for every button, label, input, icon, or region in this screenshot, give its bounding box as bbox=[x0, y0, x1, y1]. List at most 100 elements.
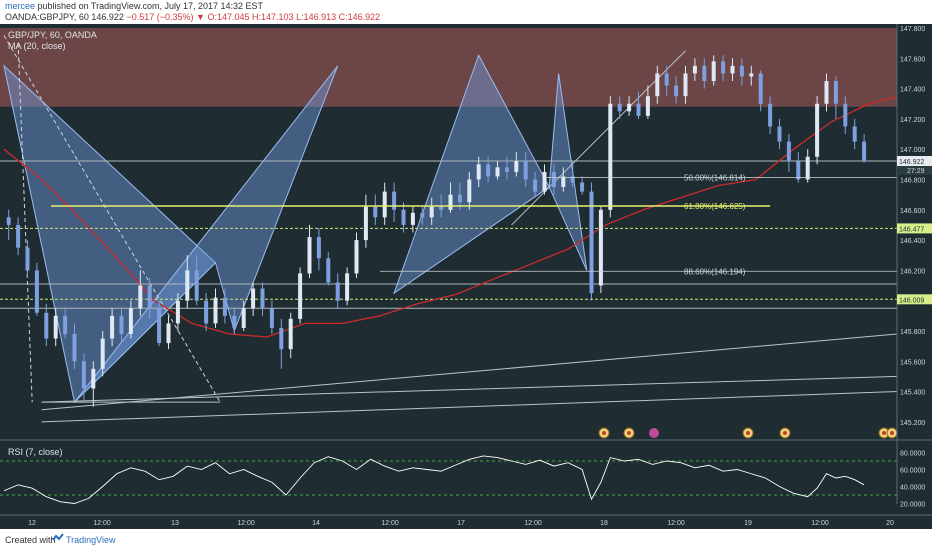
chart-background bbox=[0, 24, 932, 529]
price-tick-label: 146.600 bbox=[900, 208, 925, 215]
ohlc-open: O:147.045 bbox=[207, 12, 250, 22]
price-tick-label: 147.000 bbox=[900, 147, 925, 154]
price-tick-label: 146.400 bbox=[900, 238, 925, 245]
candle-body bbox=[692, 65, 697, 74]
candle-body bbox=[326, 258, 331, 283]
candle-body bbox=[232, 315, 237, 328]
price-tick-label: 147.600 bbox=[900, 56, 925, 63]
candle-body bbox=[401, 209, 406, 225]
candle-body bbox=[25, 247, 30, 271]
price-tick-label: 145.400 bbox=[900, 390, 925, 397]
candle-body bbox=[34, 270, 39, 313]
candle-body bbox=[363, 206, 368, 241]
countdown-tag bbox=[897, 166, 932, 176]
legend-rsi: RSI (7, close) bbox=[8, 447, 63, 457]
time-tick-label: 12:00 bbox=[811, 520, 829, 527]
created-with-text: Created with bbox=[5, 535, 56, 545]
candle-body bbox=[702, 65, 707, 82]
candle-body bbox=[16, 224, 21, 248]
time-tick-label: 14 bbox=[312, 520, 320, 527]
candle-body bbox=[138, 285, 143, 309]
candle-body bbox=[147, 285, 152, 309]
event-marker-dot-icon bbox=[890, 431, 894, 435]
candle-body bbox=[439, 206, 444, 210]
candle-body bbox=[44, 312, 49, 339]
candle-body bbox=[251, 288, 256, 309]
rsi-tick-label: 60.0000 bbox=[900, 468, 925, 475]
symbol-label: OANDA:GBPJPY, 60 bbox=[5, 12, 89, 22]
candle-body bbox=[222, 297, 227, 316]
chart-footer: Created with TradingView bbox=[0, 529, 932, 550]
candle-body bbox=[608, 103, 613, 210]
candle-body bbox=[533, 179, 538, 192]
event-marker-dot-icon bbox=[627, 431, 631, 435]
candle-body bbox=[570, 176, 575, 183]
candle-body bbox=[72, 333, 77, 362]
price-tick-label: 147.400 bbox=[900, 87, 925, 94]
rsi-tick-label: 20.0000 bbox=[900, 502, 925, 509]
candle-body bbox=[166, 323, 171, 344]
candle-body bbox=[335, 282, 340, 301]
tradingview-link[interactable]: TradingView bbox=[66, 535, 116, 545]
time-tick-label: 13 bbox=[171, 520, 179, 527]
candle-body bbox=[81, 361, 86, 389]
author-link[interactable]: mercee bbox=[5, 1, 36, 11]
candle-body bbox=[862, 141, 867, 162]
price-tick-label: 147.800 bbox=[900, 26, 925, 33]
candle-body bbox=[730, 65, 735, 74]
candle-body bbox=[551, 171, 556, 188]
price-tag bbox=[897, 156, 932, 167]
candle-body bbox=[843, 103, 848, 127]
price-tick-label: 147.200 bbox=[900, 117, 925, 124]
candle-body bbox=[495, 167, 500, 177]
candle-body bbox=[204, 300, 209, 324]
candle-body bbox=[6, 217, 11, 225]
candle-body bbox=[420, 212, 425, 218]
candle-body bbox=[758, 73, 763, 104]
candle-body bbox=[345, 273, 350, 301]
time-tick-label: 17 bbox=[457, 520, 465, 527]
time-tick-label: 20 bbox=[886, 520, 894, 527]
supply-zone bbox=[0, 28, 897, 107]
price-change: −0.517 (−0.35%) bbox=[126, 12, 194, 22]
price-tag bbox=[897, 223, 932, 234]
candle-body bbox=[382, 191, 387, 218]
candle-body bbox=[833, 81, 838, 104]
event-marker-dot-icon bbox=[602, 431, 606, 435]
candle-body bbox=[598, 209, 603, 286]
candle-body bbox=[636, 103, 641, 116]
candle-body bbox=[523, 161, 528, 180]
candle-body bbox=[307, 237, 312, 274]
candle-body bbox=[128, 308, 133, 334]
candle-body bbox=[824, 81, 829, 104]
candle-body bbox=[561, 176, 566, 188]
candle-body bbox=[768, 103, 773, 127]
candle-body bbox=[786, 141, 791, 162]
candle-body bbox=[260, 288, 265, 309]
candle-body bbox=[91, 368, 96, 389]
price-chart[interactable]: 50.00%(146.814) 61.80%(146.625) 88.60%(146… bbox=[0, 24, 932, 529]
price-tick-label: 145.200 bbox=[900, 420, 925, 427]
candle-body bbox=[279, 327, 284, 350]
candle-body bbox=[476, 164, 481, 180]
price-tag-label: 146.477 bbox=[899, 226, 924, 233]
trend-line bbox=[41, 391, 898, 423]
candle-body bbox=[429, 206, 434, 218]
last-price: 146.922 bbox=[91, 12, 124, 22]
candle-body bbox=[119, 315, 124, 334]
candle-body bbox=[580, 182, 585, 192]
candle-body bbox=[100, 338, 105, 369]
candle-body bbox=[721, 61, 726, 74]
price-axis-panel bbox=[897, 24, 932, 529]
event-marker-dot-icon bbox=[882, 431, 886, 435]
publish-text: published on TradingView.com, July 17, 2… bbox=[37, 1, 264, 11]
event-marker-icon[interactable] bbox=[649, 428, 659, 438]
time-tick-label: 12:00 bbox=[667, 520, 685, 527]
candle-body bbox=[739, 65, 744, 77]
trend-dashed-line bbox=[3, 35, 221, 403]
candle-body bbox=[241, 308, 246, 328]
price-tag-label: 146.922 bbox=[899, 159, 924, 166]
candle-body bbox=[815, 103, 820, 157]
time-tick-label: 19 bbox=[744, 520, 752, 527]
ohlc-close: C:146.922 bbox=[338, 12, 381, 22]
